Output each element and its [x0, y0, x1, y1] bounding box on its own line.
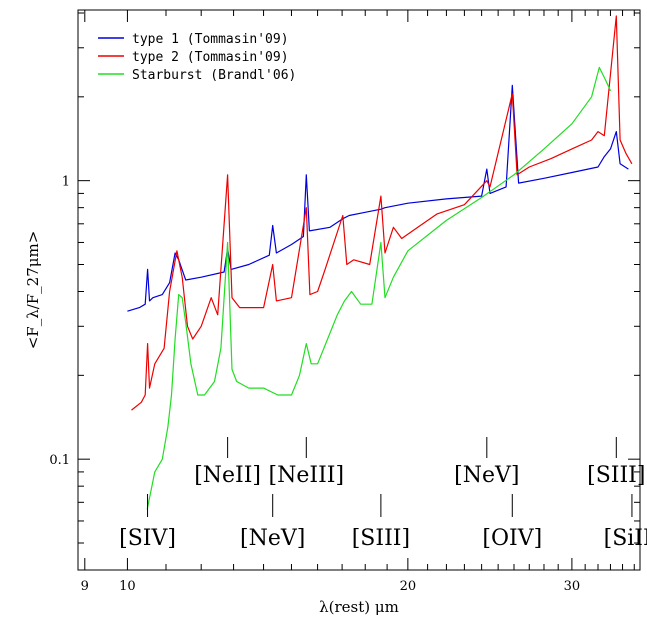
line-label: [SIII] — [352, 526, 410, 551]
y-tick-label: 0.1 — [49, 453, 70, 468]
line-label: [SiII] — [604, 526, 647, 551]
legend-label: type 2 (Tommasin'09) — [132, 50, 289, 65]
axis-ticks: 9 10 20 30 0.1 1 — [49, 10, 640, 594]
line-label: [SIII] — [587, 463, 645, 488]
plot-frame — [77, 9, 641, 571]
series-lines — [127, 15, 633, 510]
line-label: [NeV] — [454, 463, 519, 488]
line-label: [NeV] — [240, 526, 305, 551]
y-axis-label-group: <F_λ/F_27μm> — [24, 231, 42, 350]
legend: type 1 (Tommasin'09) type 2 (Tommasin'09)… — [98, 32, 296, 83]
x-tick-label: 10 — [119, 579, 136, 594]
emission-line-labels: [SIV] [NeII] [NeV] [NeIII] [SIII] [NeV] [OIV] [… — [119, 437, 647, 551]
series-line-1 — [127, 84, 629, 312]
legend-label: type 1 (Tommasin'09) — [132, 32, 289, 47]
line-label: [OIV] — [482, 526, 542, 551]
x-tick-label: 30 — [564, 579, 581, 594]
legend-label: Starburst (Brandl'06) — [132, 68, 296, 83]
y-axis-label: <F_λ/F_27μm> — [24, 231, 42, 350]
line-label: [NeII] — [194, 463, 261, 488]
y-tick-label: 1 — [62, 175, 70, 190]
series-line-3 — [146, 66, 612, 510]
series-line-2 — [131, 15, 633, 411]
line-label: [NeIII] — [269, 463, 345, 488]
x-tick-label: 20 — [400, 579, 417, 594]
x-axis-label: λ(rest) μm — [319, 598, 399, 616]
x-tick-label: 9 — [81, 579, 89, 594]
line-label: [SIV] — [119, 526, 176, 551]
